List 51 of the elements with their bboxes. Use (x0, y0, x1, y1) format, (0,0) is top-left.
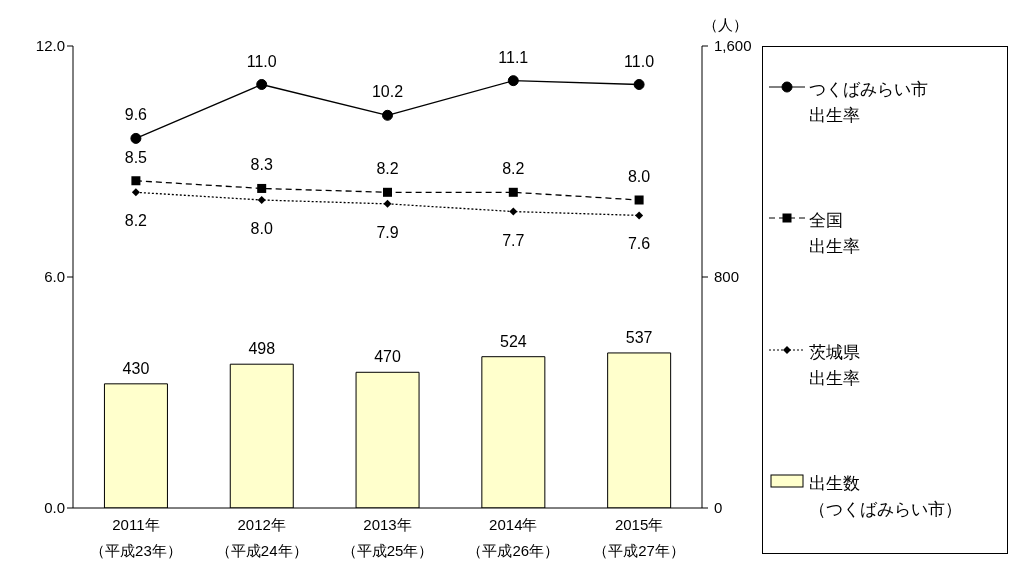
x-tick-label: 2015年（平成27年） (593, 516, 685, 559)
x-tick-label: 2011年（平成23年） (90, 516, 182, 559)
point (634, 195, 644, 205)
point (635, 211, 644, 220)
data-label: 430 (122, 359, 150, 377)
point (130, 132, 142, 144)
y2-tick-label: 800 (714, 268, 740, 285)
y-tick-label: 6.0 (44, 268, 65, 286)
data-label: 537 (625, 328, 653, 346)
y2-tick-label: 0 (714, 499, 723, 516)
data-label: 11.0 (246, 52, 277, 70)
data-label: 9.6 (124, 106, 148, 124)
y2-axis-title: （人） (703, 16, 748, 35)
y-tick-label: 12.0 (35, 37, 65, 55)
y2-tick-label: 1,600 (714, 37, 752, 54)
point (383, 187, 392, 197)
data-label: 498 (248, 340, 276, 358)
y-tick-label: 0.0 (44, 499, 65, 517)
point (131, 176, 141, 186)
point (509, 207, 518, 216)
data-label: 8.3 (250, 156, 273, 174)
x-tick-label: 2013年（平成25年） (341, 516, 434, 559)
data-label: 470 (374, 348, 401, 366)
data-label: 8.5 (124, 148, 148, 166)
data-label: 11.1 (498, 48, 529, 66)
data-label: 7.7 (502, 231, 525, 249)
point (507, 75, 519, 87)
point (257, 196, 266, 204)
point (633, 79, 645, 90)
data-label: 8.2 (124, 212, 148, 230)
data-label: 8.0 (627, 168, 651, 185)
point (383, 199, 392, 208)
data-label: 7.6 (627, 235, 651, 253)
data-label: 11.0 (624, 52, 655, 70)
legend-label: 茨城県出生率 (809, 341, 860, 390)
data-label: 8.2 (502, 160, 525, 178)
point (508, 187, 518, 197)
data-label: 524 (500, 332, 527, 350)
point (131, 188, 140, 197)
legend-label: 全国出生率 (809, 210, 860, 259)
point (382, 109, 393, 121)
x-tick-label: 2012年（平成24年） (215, 516, 308, 559)
data-label: 8.0 (250, 220, 273, 237)
point (257, 183, 267, 193)
data-label: 10.2 (371, 83, 404, 101)
data-label: 8.2 (376, 160, 399, 178)
legend-label: つくばみらい市出生率 (809, 79, 928, 127)
legend-label: 出生数（つくばみらい市） (809, 473, 962, 521)
point (256, 79, 268, 90)
x-tick-label: 2014年（平成26年） (467, 516, 560, 559)
data-label: 7.9 (376, 223, 399, 241)
